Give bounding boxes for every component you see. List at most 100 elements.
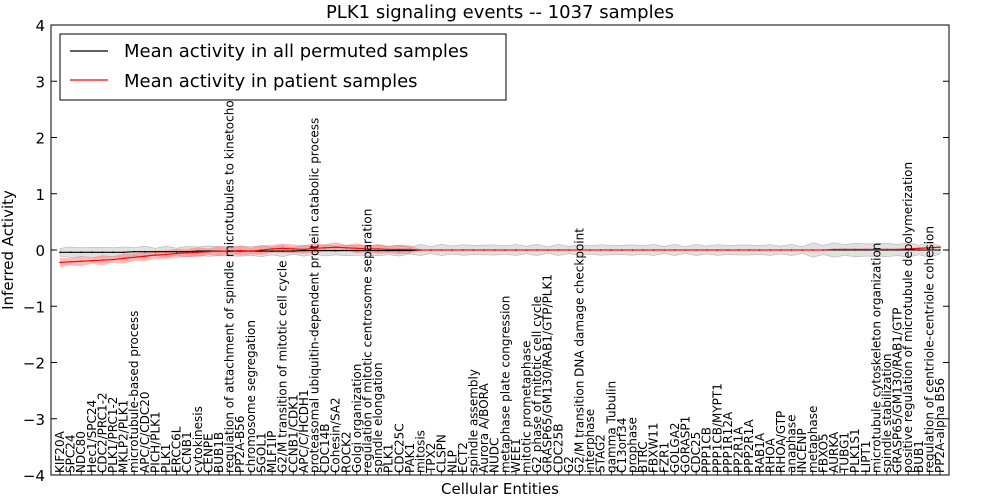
x-tick-label: CCNB1 — [180, 431, 194, 473]
x-tick-label: mitosis — [414, 430, 428, 473]
x-tick-label: Cohesin/SA2 — [329, 397, 343, 473]
point-patient — [483, 249, 485, 251]
legend-box — [59, 33, 507, 101]
point-patient — [610, 249, 613, 251]
point-patient — [59, 261, 61, 264]
point-patient — [133, 256, 135, 259]
x-tick-label: interphase — [583, 409, 597, 473]
point-patient — [599, 249, 602, 251]
point-patient — [165, 253, 167, 256]
point-permuted — [377, 249, 379, 252]
point-patient — [621, 249, 623, 251]
point-patient — [695, 249, 697, 251]
x-tick-label: PPP1R12A — [721, 411, 735, 473]
point-permuted — [918, 249, 920, 251]
legend-label-patient: Mean activity in patient samples — [124, 71, 418, 92]
x-tick-label: metaphase plate congression — [498, 296, 512, 473]
x-tick-label: Aurora A/BORA — [477, 383, 491, 473]
point-patient — [769, 249, 772, 251]
point-patient — [854, 248, 856, 251]
point-patient — [801, 249, 803, 251]
x-tick-label: APC/C/CDC20 — [138, 391, 152, 473]
x-tick-label: G2/M transition of mitotic cell cycle — [276, 260, 290, 473]
point-patient — [493, 249, 496, 251]
x-tick-label: GORASP1 — [679, 416, 693, 473]
point-patient — [684, 249, 687, 251]
x-tick-label: CDC25 — [689, 432, 703, 473]
x-tick-label: PLK1/PRC1-2 — [106, 397, 120, 473]
point-patient — [674, 249, 676, 251]
x-tick-label: MLF1IP — [265, 431, 279, 473]
point-permuted — [144, 250, 146, 253]
y-tick-label: −4 — [23, 467, 45, 485]
x-tick-label: ECT2 — [456, 442, 470, 473]
x-tick-label: CDC25C — [392, 423, 406, 473]
point-permuted — [907, 249, 909, 251]
y-tick-label: −1 — [23, 298, 45, 316]
x-tick-label: PLK1 — [159, 444, 173, 473]
point-patient — [144, 255, 146, 257]
point-patient — [154, 254, 157, 256]
point-patient — [207, 250, 210, 253]
y-tick-label: −3 — [23, 411, 45, 429]
x-tick-label: C13orf34 — [615, 418, 629, 473]
x-tick-label: BUB1B — [212, 432, 226, 473]
point-patient — [356, 247, 358, 250]
x-tick-label: ROCK2 — [339, 431, 353, 473]
series-line-patient — [59, 246, 941, 263]
x-tick-label: positive regulation of microtubule depol… — [901, 162, 915, 473]
x-tick-label: FBXW11 — [647, 423, 661, 474]
point-permuted — [112, 251, 114, 254]
x-tick-label: CDC14B — [318, 424, 332, 474]
x-tick-label: PLK1S1 — [848, 428, 862, 473]
x-tick-label: SPC24 — [64, 434, 78, 473]
x-tick-label: chromosome segregation — [244, 320, 258, 473]
point-patient — [80, 260, 82, 263]
x-tick-label: APC/C/HCDH1 — [297, 389, 311, 473]
point-patient — [324, 247, 326, 249]
point-patient — [515, 249, 517, 251]
point-permuted — [387, 249, 390, 252]
point-permuted — [80, 251, 82, 254]
x-tick-label: PP2R1A — [732, 426, 746, 473]
legend: Mean activity in all permuted samples Me… — [59, 33, 507, 101]
x-tick-label: G2 phase of mitotic cell cycle — [530, 296, 544, 473]
x-tick-label: CENPE — [201, 433, 215, 473]
plot-area: −4 −3 −2 −1 0 1 2 3 4 KIF20ASPC24NDC80Hec1/SPC24… — [23, 17, 950, 485]
point-patient — [409, 248, 411, 251]
point-patient — [790, 249, 793, 251]
point-patient — [387, 248, 390, 251]
x-tick-label: AURKA — [827, 431, 841, 473]
point-patient — [589, 249, 591, 251]
y-tick-label: 1 — [35, 186, 45, 204]
x-axis-label: Cellular Entities — [441, 480, 559, 498]
point-patient — [525, 249, 528, 251]
x-tick-label: regulation of mitotic centrosome separat… — [361, 209, 375, 473]
x-tick-label: spindle stabilization — [880, 353, 894, 473]
point-patient — [122, 257, 125, 260]
y-axis-ticks: −4 −3 −2 −1 0 1 2 3 4 — [23, 17, 949, 485]
point-patient — [939, 246, 941, 248]
point-patient — [759, 249, 761, 251]
point-permuted — [345, 249, 348, 252]
point-patient — [462, 249, 464, 251]
point-patient — [419, 249, 422, 251]
point-patient — [197, 251, 199, 254]
x-tick-label: PLK1 — [382, 444, 396, 473]
point-patient — [112, 258, 114, 261]
x-tick-label: BTRC — [636, 441, 650, 473]
point-patient — [843, 248, 846, 251]
point-permuted — [101, 251, 104, 254]
y-tick-label: −2 — [23, 355, 45, 373]
point-permuted — [928, 249, 931, 251]
point-patient — [504, 249, 507, 251]
point-patient — [928, 247, 931, 249]
point-patient — [865, 248, 867, 251]
x-tick-label: STAG2 — [594, 434, 608, 473]
point-patient — [345, 247, 348, 249]
x-tick-label: gamma Tubulin — [604, 381, 618, 473]
point-patient — [875, 248, 878, 251]
point-patient — [292, 248, 295, 250]
point-patient — [652, 249, 655, 251]
